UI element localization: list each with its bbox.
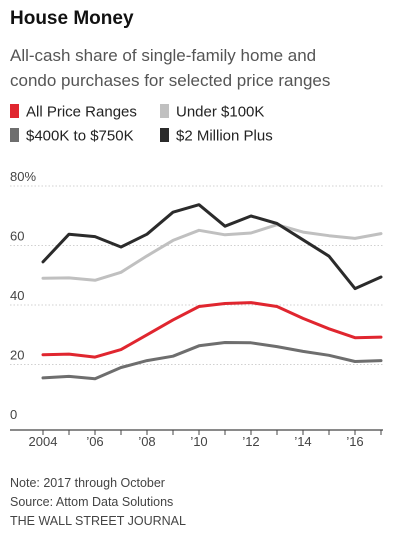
legend-label: Under $100K	[176, 104, 264, 121]
chart-subtitle-line-1: All-cash share of single-family home and	[10, 46, 316, 65]
legend-label: $2 Million Plus	[176, 128, 273, 145]
y-axis: 0 20 40 60 80%	[10, 169, 36, 422]
series-line-2	[41, 223, 383, 282]
x-tick-label: ’12	[242, 434, 259, 449]
y-tick-label: 40	[10, 288, 24, 303]
chart-subtitle-line-2: condo purchases for selected price range…	[10, 71, 330, 90]
chart-title: House Money	[10, 8, 134, 29]
series-line-3	[41, 341, 383, 381]
series-line-4	[41, 203, 383, 291]
x-tick-label: ’08	[138, 434, 155, 449]
series-line-1	[41, 301, 383, 359]
y-tick-label: 0	[10, 407, 17, 422]
publisher-credit: THE WALL STREET JOURNAL	[10, 514, 186, 528]
x-tick-label: ’10	[190, 434, 207, 449]
x-tick-label: ’14	[294, 434, 311, 449]
legend-swatch	[10, 104, 19, 118]
legend-label: $400K to $750K	[26, 128, 134, 145]
gridlines	[10, 185, 383, 365]
y-tick-label: 60	[10, 229, 24, 244]
legend-swatch	[160, 104, 169, 118]
legend-label: All Price Ranges	[26, 104, 137, 121]
footnote: Note: 2017 through October	[10, 476, 165, 490]
series-lines	[41, 203, 383, 381]
x-tick-label: ’06	[86, 434, 103, 449]
legend-swatch	[160, 128, 169, 142]
x-axis: 2004 ’06 ’08 ’10 ’12 ’14 ’16	[10, 429, 383, 449]
x-tick-label: ’16	[346, 434, 363, 449]
legend-swatch	[10, 128, 19, 142]
source-line: Source: Attom Data Solutions	[10, 495, 173, 509]
y-tick-label: 20	[10, 348, 24, 363]
x-tick-label: 2004	[29, 434, 58, 449]
y-tick-label: 80%	[10, 169, 36, 184]
legend: All Price Ranges Under $100K $400K to $750…	[10, 104, 273, 145]
